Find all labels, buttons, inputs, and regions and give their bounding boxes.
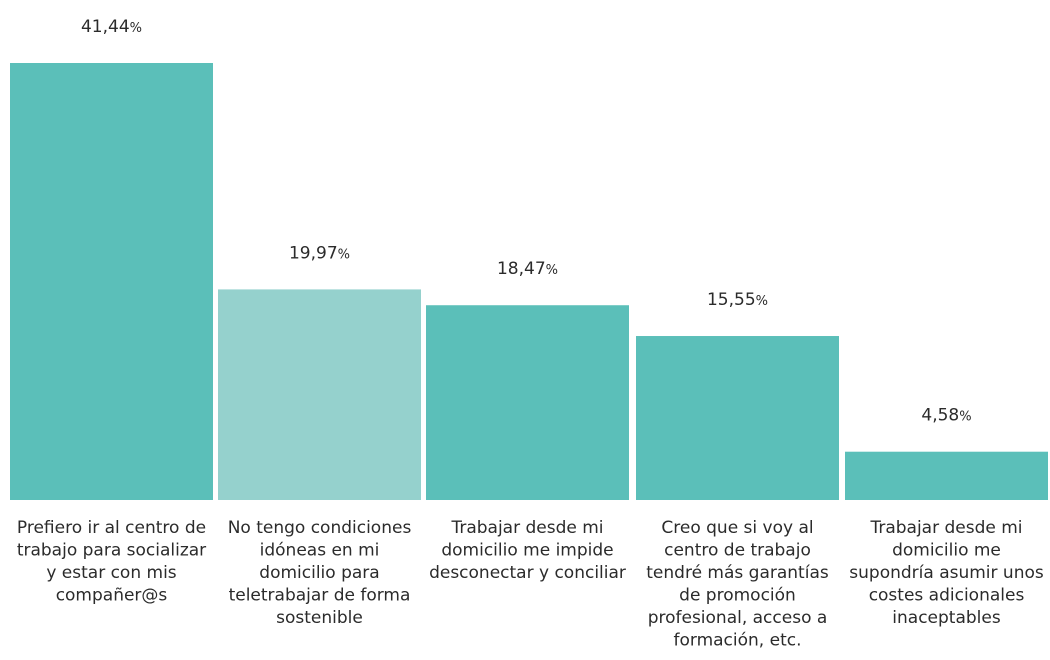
value-label-1: 41,44% (81, 17, 142, 37)
value-labels-group: 41,44% 19,97% 18,47% 15,55% 4,58% (81, 17, 972, 426)
category-label-2: No tengo condiciones idóneas en mi domicil… (228, 518, 412, 628)
bar-2 (218, 289, 421, 500)
bar-4 (636, 336, 839, 500)
category-label-3: Trabajar desde mi domicilio me impide desc… (429, 518, 626, 583)
value-label-5: 4,58% (921, 406, 971, 426)
bar-3 (426, 305, 629, 500)
value-label-4: 15,55% (707, 290, 768, 310)
category-label-1: Prefiero ir al centro de trabajo para soc… (17, 518, 206, 606)
bars-group (10, 63, 1048, 500)
category-label-5: Trabajar desde mi domicilio me supondría a… (849, 518, 1044, 628)
bar-5 (845, 451, 1048, 500)
category-label-4: Creo que si voy al centro de trabajo tendr… (646, 518, 829, 651)
bar-1 (10, 63, 213, 500)
value-label-3: 18,47% (497, 259, 558, 279)
value-label-2: 19,97% (289, 243, 350, 263)
category-labels-group: Prefiero ir al centro de trabajo para soc… (17, 518, 1044, 651)
